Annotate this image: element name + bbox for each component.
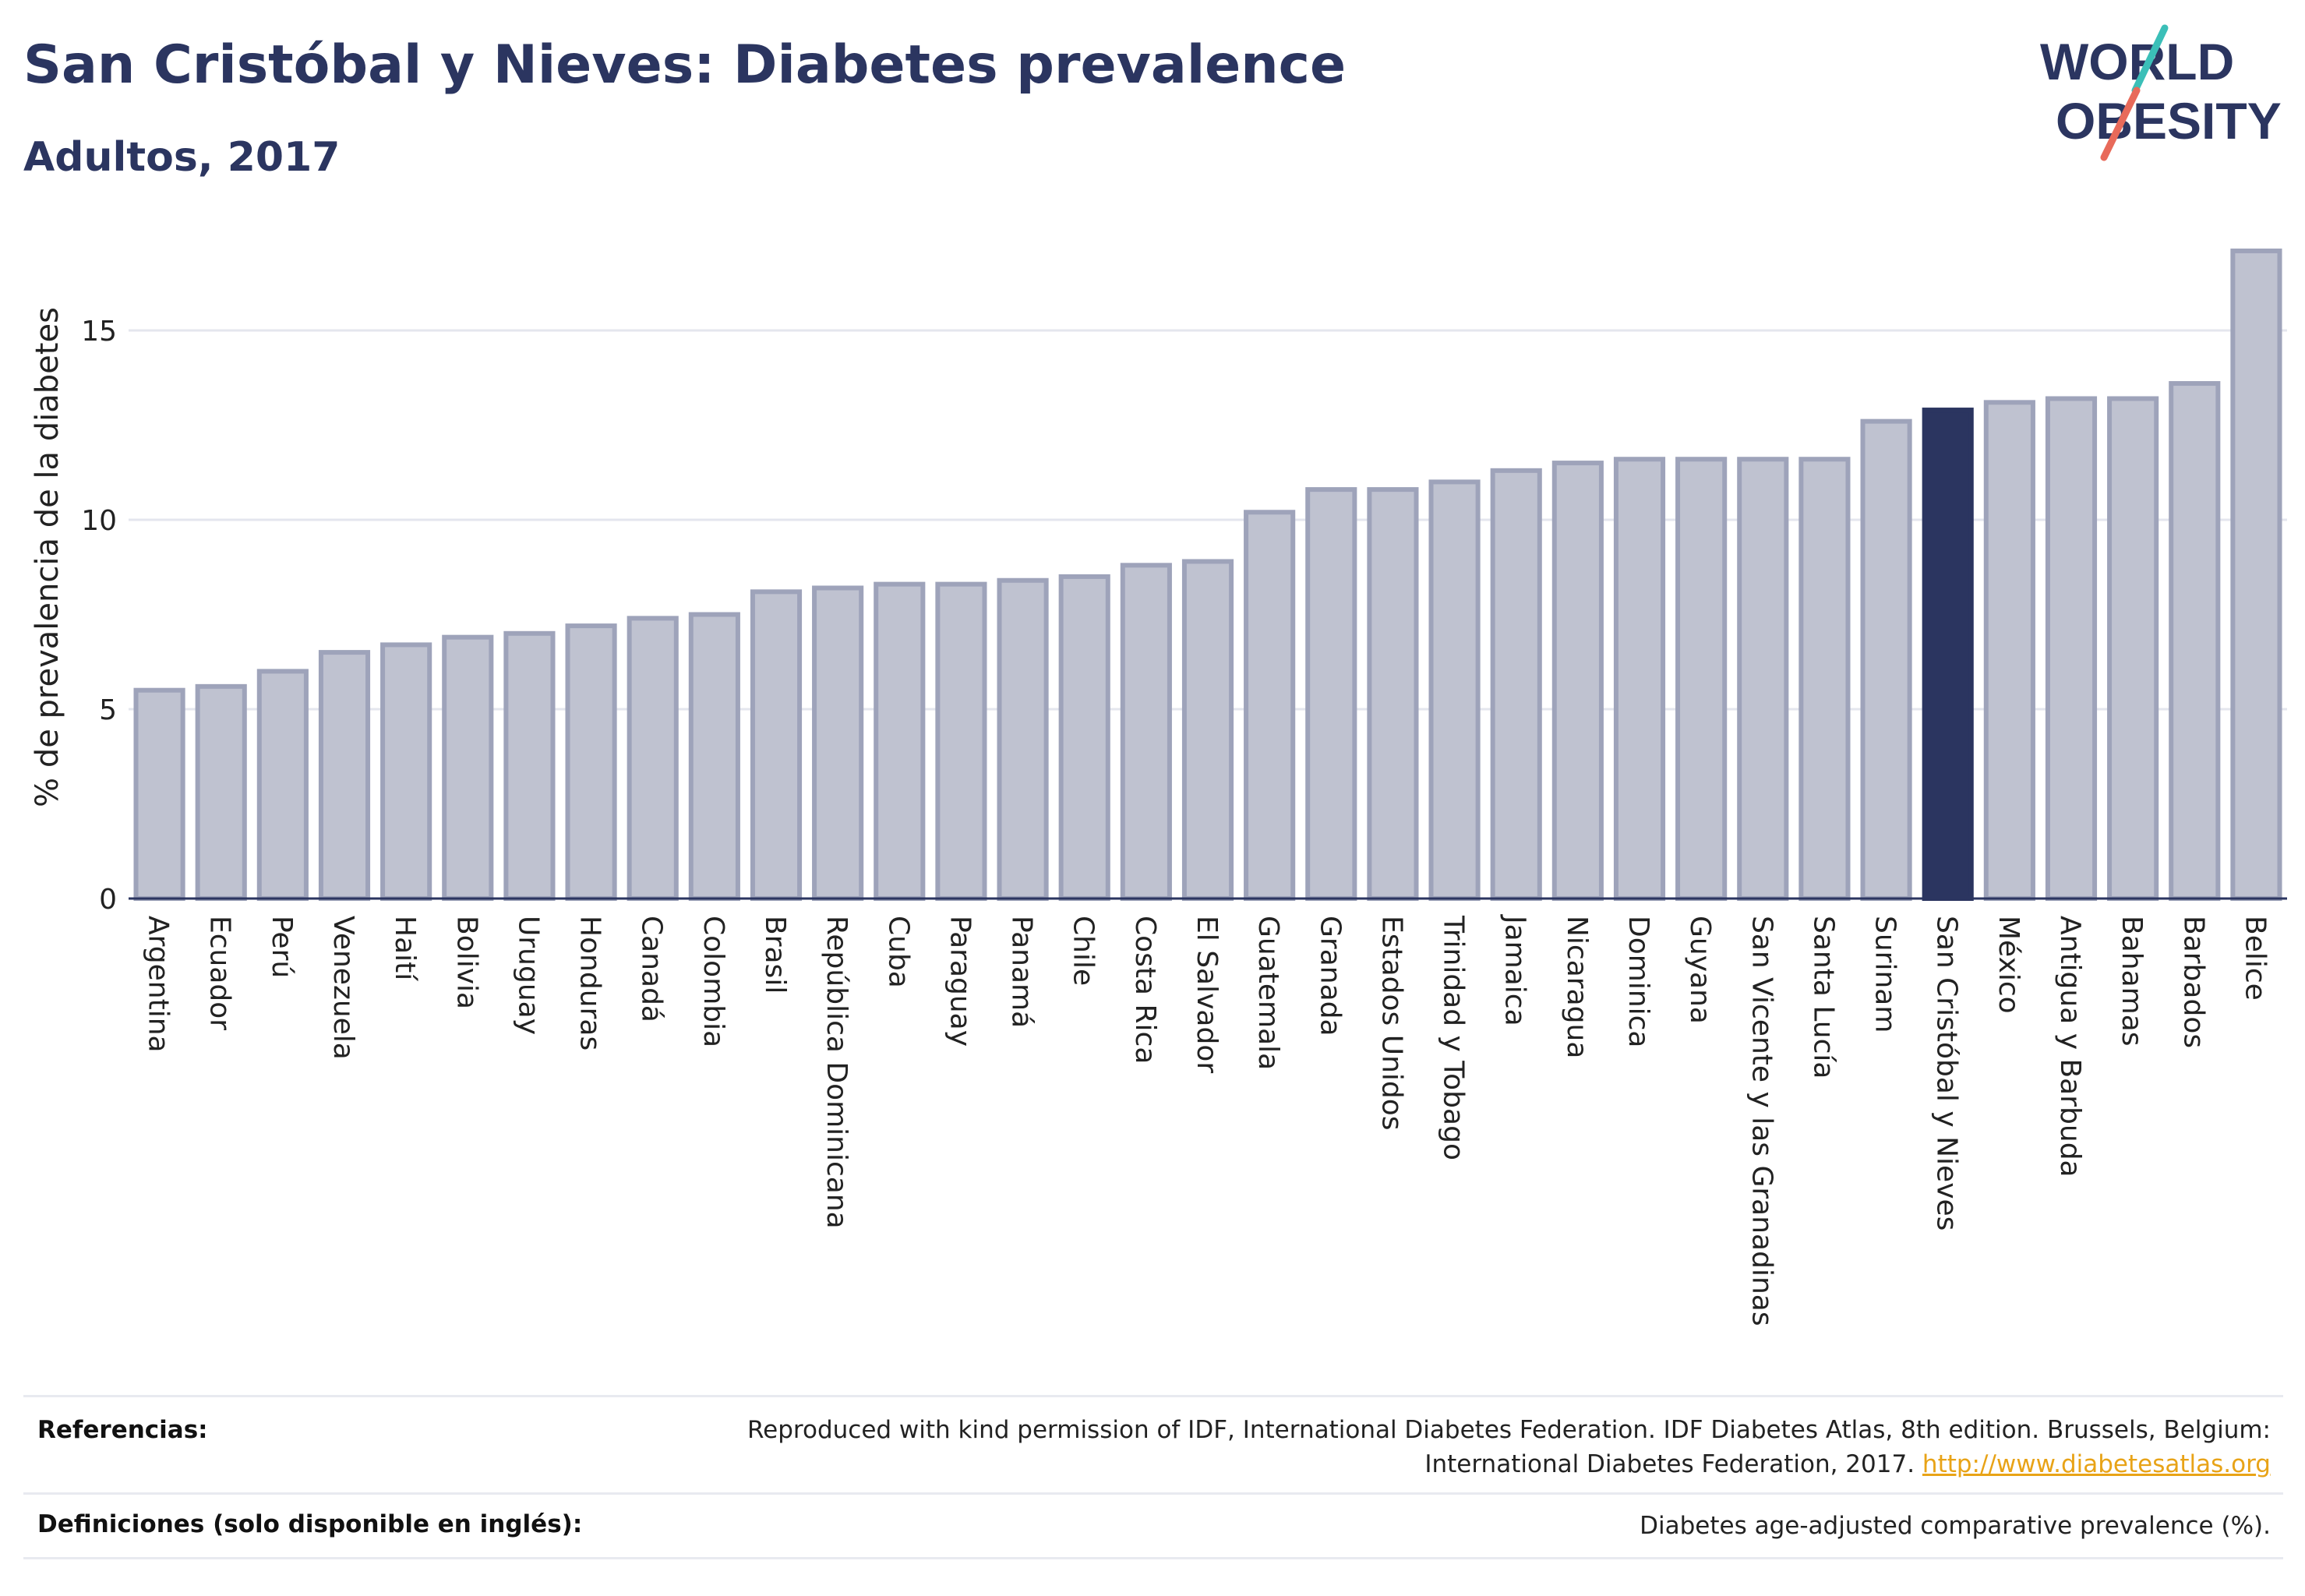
bar-paraguay [935,581,987,901]
x-category-label: Canadá [636,916,668,1022]
definitions-text: Diabetes age-adjusted comparative preval… [1640,1512,2271,1540]
x-category-label: Surinam [1869,916,1901,1033]
bar-belice [2230,248,2282,901]
x-category-label: Antigua y Barbuda [2054,916,2086,1178]
bar-santa-luc-a [1798,457,1851,901]
x-category-label: México [1993,916,2024,1014]
x-category-label: Haití [389,916,421,981]
footer: Referencias: Reproduced with kind permis… [23,1395,2283,1559]
bar-rep-blica-dominicana [812,585,864,901]
bar-m-xico [1983,400,2035,901]
bar-jamaica [1490,468,1542,901]
x-category-label: Perú [266,916,298,978]
x-category-label: Colombia [697,916,729,1047]
bar-colombia [688,612,740,901]
bar-honduras [565,623,617,902]
x-category-label: Panamá [1006,916,1038,1028]
bar-el-salvador [1181,559,1234,901]
x-category-label: Dominica [1622,916,1654,1048]
references-text-2: International Diabetes Federation, 2017. [1424,1450,1915,1478]
x-category-label: Belice [2239,916,2271,1001]
bar-hait- [380,642,432,901]
x-category-label: San Vicente y las Granadinas [1746,916,1777,1326]
references-row: Referencias: Reproduced with kind permis… [23,1395,2283,1492]
logo-slash-teal [2131,24,2169,94]
x-category-label: Nicaragua [1561,916,1593,1058]
definitions-label: Definiciones (solo disponible en inglés)… [37,1510,583,1538]
y-tick-label: 10 [81,505,117,537]
bar-venezuela [318,650,371,901]
bar-chile [1058,574,1110,901]
bar-uruguay [503,630,556,901]
bar-san-vicente-y-las-granadinas [1737,457,1789,901]
x-category-label: Chile [1068,916,1100,986]
bar-costa-rica [1120,563,1172,901]
logo-slash-coral [2100,87,2141,161]
diabetes-atlas-link[interactable]: http://www.diabetesatlas.org [1922,1450,2271,1478]
bar-guatemala [1244,510,1296,901]
x-category-label: Argentina [143,916,175,1053]
x-category-label: Brasil [759,916,791,994]
bar-surinam [1860,418,1912,901]
world-obesity-logo: WORLD OBESITY [2040,24,2282,161]
x-category-label: Bolivia [450,916,482,1009]
y-tick-label: 0 [99,884,117,916]
x-category-label: Guyana [1684,916,1716,1024]
chart-title: San Cristóbal y Nieves: Diabetes prevale… [23,34,1347,96]
references-text-1: Reproduced with kind permission of IDF, … [747,1416,2271,1444]
bar-chart: 0 5 10 15 Argentina Ecuador Perú Venezuela Hait… [30,248,2287,1326]
bar-dominica [1613,457,1666,901]
x-category-label: Bahamas [2116,916,2148,1047]
x-category-label: Paraguay [944,916,976,1047]
y-axis-title: % de prevalencia de la diabetes [30,307,65,807]
x-category-label: Ecuador [204,916,236,1030]
bar-brasil [750,589,803,901]
x-category-label: Venezuela [327,916,359,1060]
bar-antigua-y-barbuda [2045,396,2098,902]
x-category-label: El Salvador [1191,916,1223,1073]
x-category-label: Cuba [882,916,914,988]
definitions-row: Definiciones (solo disponible en inglés)… [23,1492,2283,1559]
bar-cuba [874,581,926,901]
y-tick-label: 15 [81,316,117,348]
bar-bahamas [2107,396,2159,902]
x-category-label: Trinidad y Tobago [1438,915,1470,1160]
x-category-label: República Dominicana [821,916,852,1229]
bar-canad- [627,616,679,901]
chart-subtitle: Adultos, 2017 [23,134,341,181]
bar-argentina [133,687,185,901]
bar-san-crist-bal-y-nieves [1922,408,1974,901]
bar-guyana [1675,457,1728,901]
bar-nicaragua [1551,461,1604,902]
x-category-label: San Cristóbal y Nieves [1931,916,1963,1231]
logo-line-2: OBESITY [2056,92,2282,150]
x-category-label: Uruguay [512,916,544,1035]
bar-bolivia [442,634,494,901]
x-category-label: Costa Rica [1129,916,1161,1064]
x-category-label: Barbados [2177,916,2209,1048]
x-category-labels: Argentina Ecuador Perú Venezuela Haití Bolivi… [143,914,2271,1326]
x-category-label: Granada [1314,916,1346,1036]
bar-granada [1305,487,1357,901]
x-category-label: Jamaica [1499,914,1531,1026]
bar-barbados [2169,381,2221,902]
bars [129,248,2287,902]
bar-panam- [997,577,1049,901]
x-category-label: Santa Lucía [1807,916,1839,1079]
bar-per- [256,669,309,902]
bar-estados-unidos [1367,487,1419,901]
y-tick-label: 5 [99,694,117,726]
x-category-label: Estados Unidos [1375,916,1407,1131]
bar-ecuador [195,683,247,902]
x-category-label: Honduras [574,916,606,1050]
bar-trinidad-y-tobago [1428,479,1481,901]
y-tick-labels: 0 5 10 15 [81,316,117,916]
references-label: Referencias: [37,1416,208,1444]
x-category-label: Guatemala [1252,916,1284,1070]
